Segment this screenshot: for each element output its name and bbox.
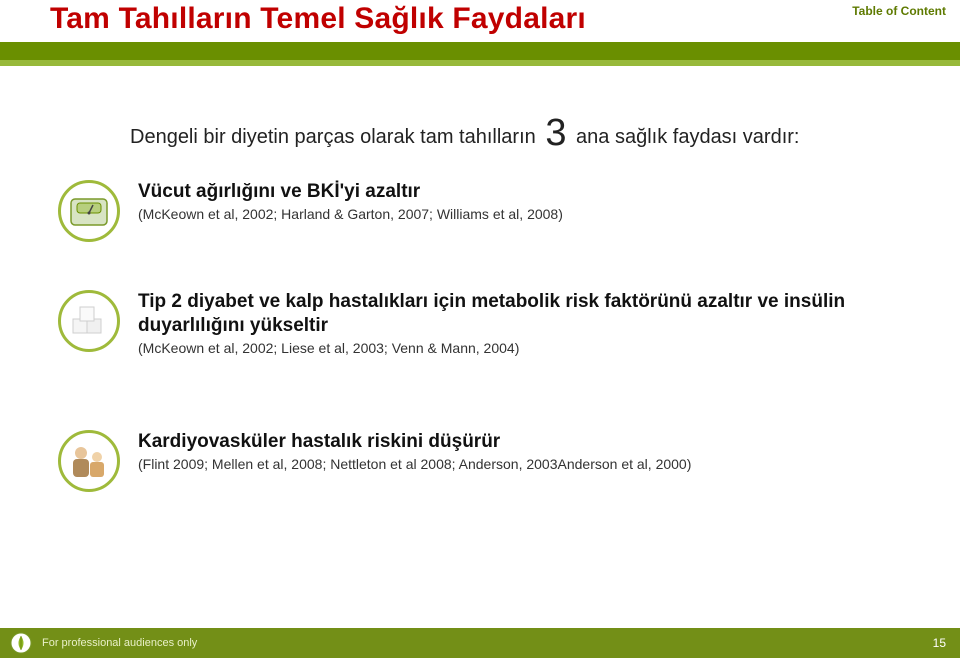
benefit-3-ref: (Flint 2009; Mellen et al, 2008; Nettlet…: [138, 456, 691, 472]
footer-band: For professional audiences only 15: [0, 628, 960, 658]
footer-note: For professional audiences only: [42, 637, 197, 649]
benefit-1-title: Vücut ağırlığını ve BKİ'yi azaltır: [138, 180, 563, 204]
benefit-item-3: Kardiyovasküler hastalık riskini düşürür…: [58, 430, 920, 492]
benefit-2-title: Tip 2 diyabet ve kalp hastalıkları için …: [138, 290, 920, 338]
intro-number: 3: [545, 112, 566, 154]
weight-scale-icon: [58, 180, 120, 242]
page-number: 15: [933, 636, 946, 650]
family-doctor-icon: [58, 430, 120, 492]
table-of-content-link[interactable]: Table of Content: [852, 4, 946, 18]
benefit-item-2: Tip 2 diyabet ve kalp hastalıkları için …: [58, 290, 920, 356]
intro-pre: Dengeli bir diyetin parças olarak tam ta…: [130, 126, 536, 148]
benefit-item-1: Vücut ağırlığını ve BKİ'yi azaltır (McKe…: [58, 180, 920, 242]
benefit-1-ref: (McKeown et al, 2002; Harland & Garton, …: [138, 206, 563, 222]
slide-container: { "colors": { "title": "#c00000", "band_…: [0, 0, 960, 658]
header-band-secondary: [0, 60, 960, 66]
header-band-primary: [0, 42, 960, 60]
leaf-logo-icon: [10, 632, 32, 654]
benefit-2-ref: (McKeown et al, 2002; Liese et al, 2003;…: [138, 340, 920, 356]
intro-sentence: Dengeli bir diyetin parças olarak tam ta…: [130, 110, 799, 153]
benefit-1-text: Vücut ağırlığını ve BKİ'yi azaltır (McKe…: [138, 180, 563, 222]
slide-title: Tam Tahılların Temel Sağlık Faydaları: [50, 2, 586, 36]
sugar-cubes-icon: [58, 290, 120, 352]
benefit-2-text: Tip 2 diyabet ve kalp hastalıkları için …: [138, 290, 920, 356]
benefit-3-title: Kardiyovasküler hastalık riskini düşürür: [138, 430, 691, 454]
intro-post: ana sağlık faydası vardır:: [576, 126, 799, 148]
benefit-3-text: Kardiyovasküler hastalık riskini düşürür…: [138, 430, 691, 472]
